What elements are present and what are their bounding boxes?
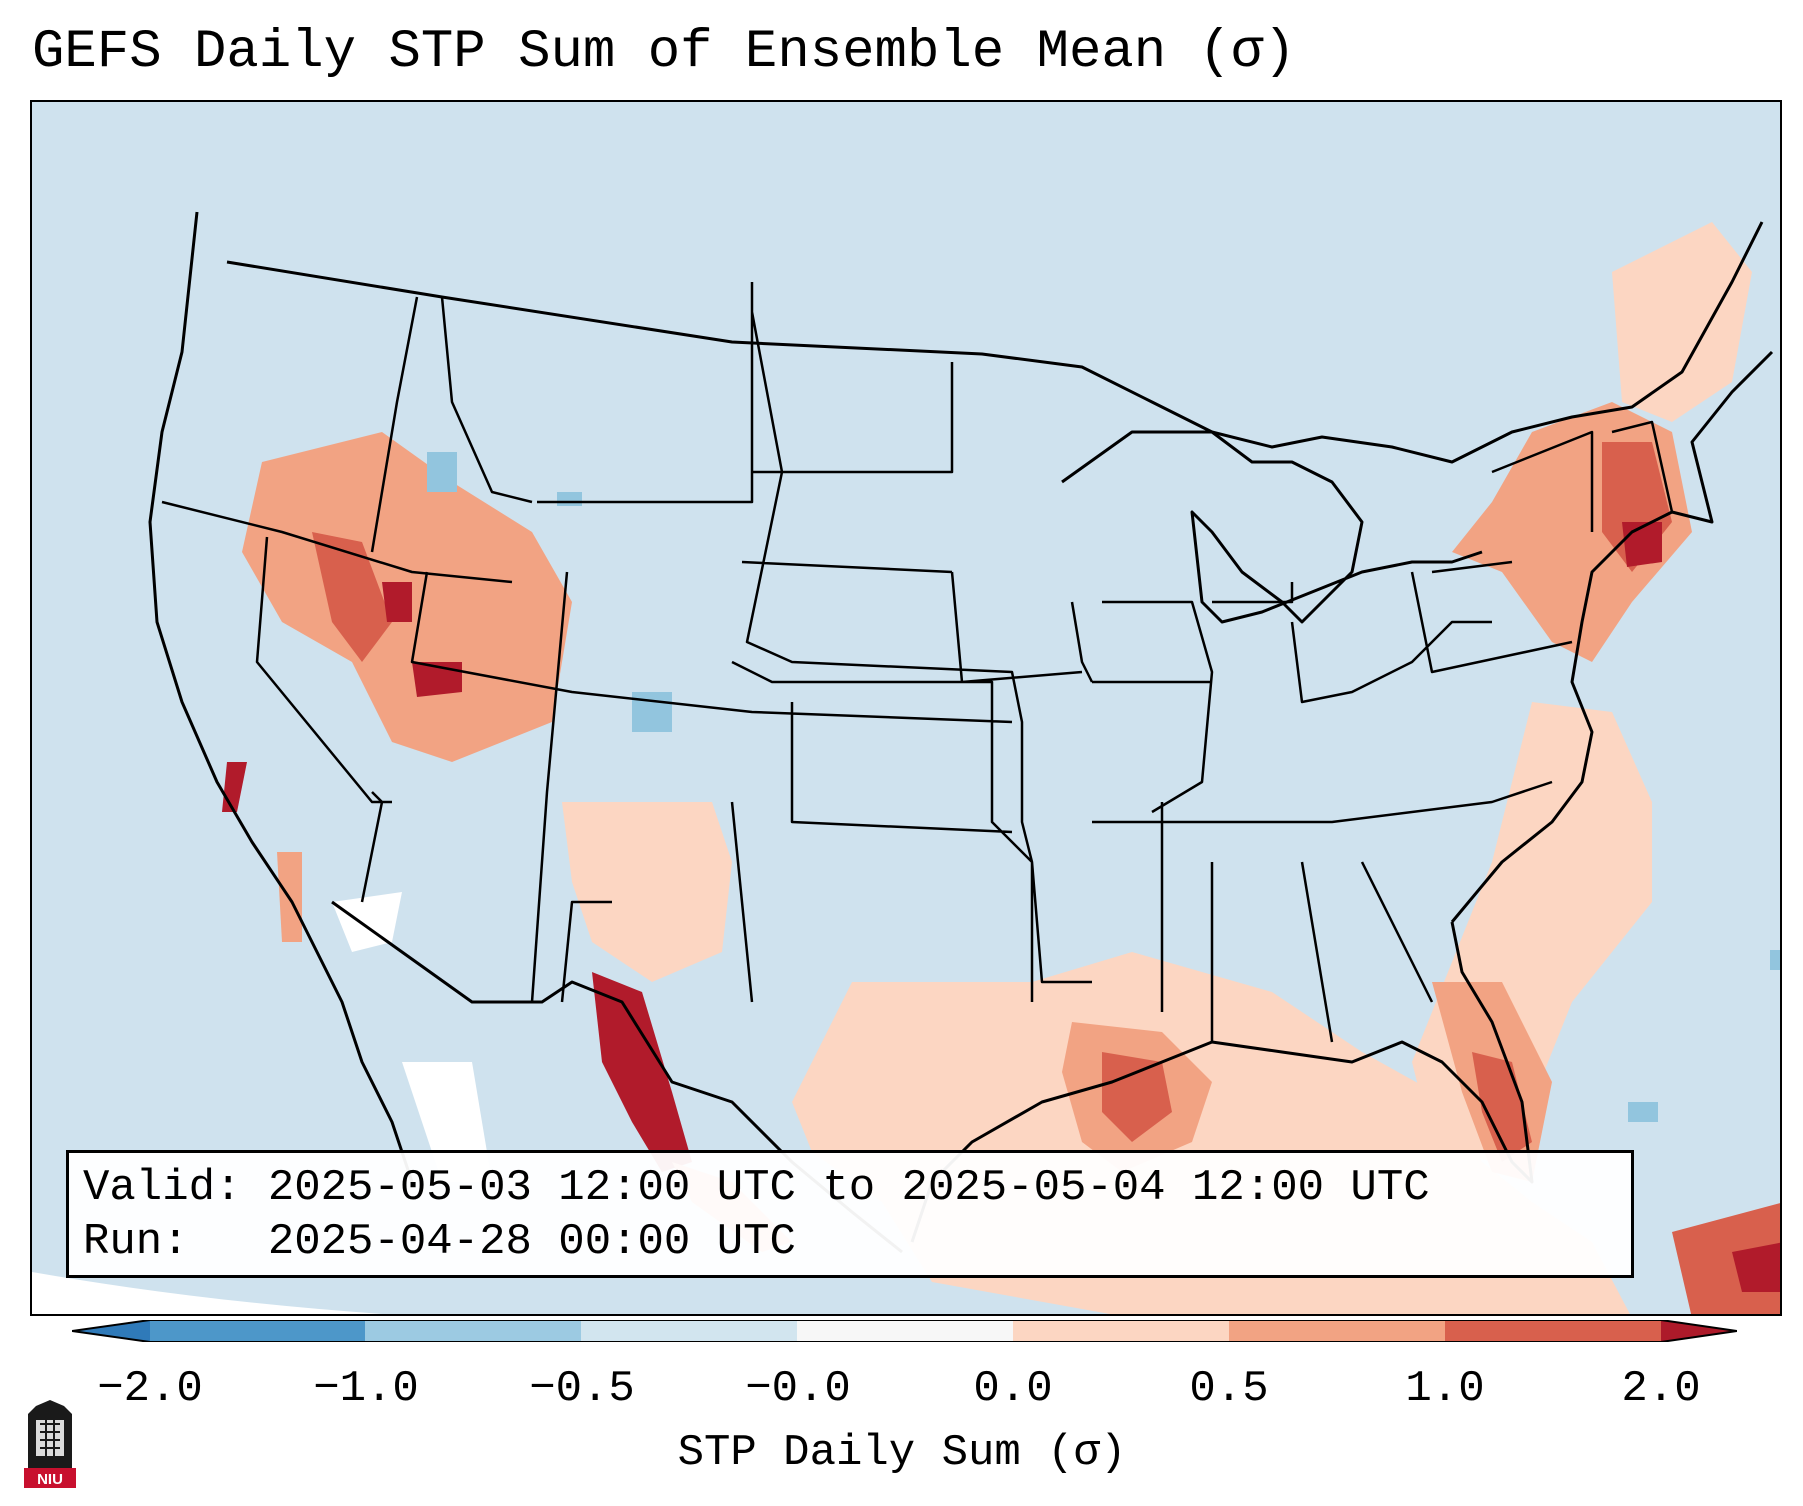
valid-run-info-box: Valid: 2025-05-03 12:00 UTC to 2025-05-0… <box>66 1150 1634 1278</box>
stp-neg-idaho <box>427 452 457 492</box>
us-canada-border <box>226 221 1764 464</box>
colorbar-tick: 1.0 <box>1405 1364 1485 1414</box>
stp-neutral-baja <box>332 892 492 1182</box>
state-lines <box>161 282 1674 1043</box>
west-coast <box>148 211 414 1183</box>
boundary-layer <box>148 211 1774 1254</box>
colorbar-label: STP Daily Sum (σ) <box>677 1428 1127 1478</box>
valid-value: 2025-05-03 12:00 UTC to 2025-05-04 12:00… <box>267 1163 1430 1213</box>
colorbar-tick: −1.0 <box>313 1364 419 1414</box>
stp-neg-colorado <box>632 692 672 732</box>
logo-text: NIU <box>37 1471 63 1488</box>
stp-region-california <box>222 762 247 812</box>
colorbar-bin-1 <box>150 1320 365 1342</box>
colorbar <box>72 1320 1737 1342</box>
map-panel <box>30 100 1782 1316</box>
colorbar-tick: 0.0 <box>973 1364 1053 1414</box>
colorbar-extend-low <box>72 1320 150 1342</box>
stp-region-maine <box>1612 222 1752 422</box>
colorbar-bin-7 <box>1445 1320 1661 1342</box>
colorbar-bin-6 <box>1229 1320 1445 1342</box>
colorbar-bin-2 <box>365 1320 581 1342</box>
colorbar-bin-3 <box>581 1320 797 1342</box>
stp-region-utah-peak <box>412 662 462 697</box>
stp-region-new-mexico <box>562 802 732 982</box>
stp-neg-atlantic <box>1628 1102 1658 1122</box>
forecast-map <box>32 211 1780 1314</box>
stp-region-nevada-peak <box>382 582 412 622</box>
great-lakes <box>1061 430 1483 624</box>
stp-region-caribbean-peak <box>1732 1242 1780 1292</box>
colorbar-bin-4 <box>797 1320 1013 1342</box>
stp-neg-atlantic-2 <box>1770 950 1780 970</box>
colorbar-tick: −0.0 <box>745 1364 851 1414</box>
colorbar-tick: −2.0 <box>97 1364 203 1414</box>
stp-region-florida-core <box>1472 1052 1532 1162</box>
stp-region-new-england-peak <box>1622 522 1662 567</box>
niu-logo: NIU <box>24 1400 76 1488</box>
east-coast <box>1450 350 1774 923</box>
colorbar-bin-5 <box>1013 1320 1229 1342</box>
colorbar-tick: 2.0 <box>1621 1364 1701 1414</box>
run-value: 2025-04-28 00:00 UTC <box>267 1217 796 1267</box>
colorbar-tick: 0.5 <box>1189 1364 1269 1414</box>
stp-neutral-edge <box>32 1272 383 1314</box>
colorbar-extend-high <box>1661 1320 1737 1342</box>
gulf-coast <box>910 921 1534 1243</box>
valid-label: Valid: <box>83 1163 242 1213</box>
chart-title: GEFS Daily STP Sum of Ensemble Mean (σ) <box>32 22 1296 83</box>
stp-region-great-basin-core <box>312 532 392 662</box>
stp-region-gulf-peak <box>1102 1052 1172 1142</box>
colorbar-tick: −0.5 <box>529 1364 635 1414</box>
stp-region-rio-grande <box>592 972 692 1172</box>
run-label: Run: <box>83 1217 189 1267</box>
stp-neg-wyoming <box>557 492 582 506</box>
